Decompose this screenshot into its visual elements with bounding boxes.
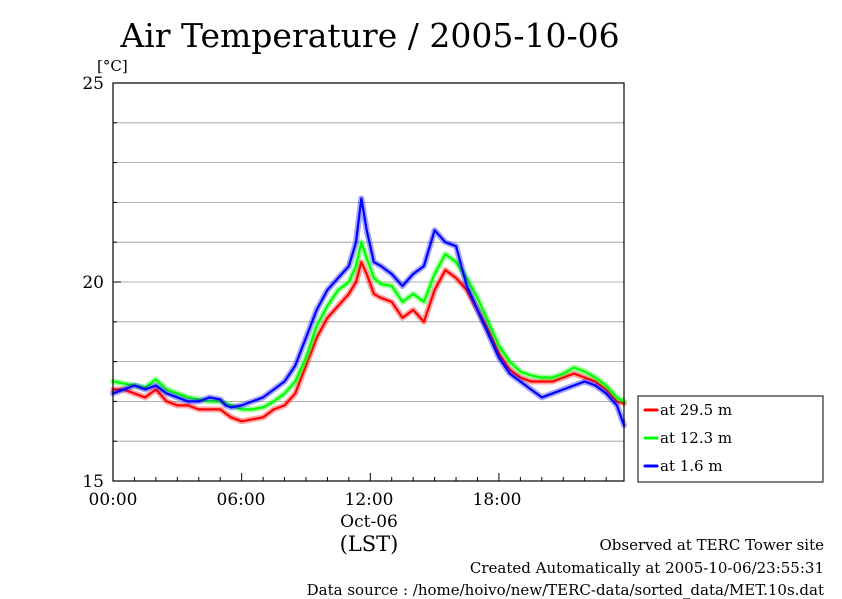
series-line-2 — [111, 197, 626, 427]
y-tick-labels: 25 20 15 — [82, 74, 104, 492]
legend-box — [637, 395, 824, 483]
footer-source: Data source : /home/hoivo/new/TERC-data/… — [306, 581, 824, 599]
legend-label-1-6m: at 1.6 m — [660, 457, 723, 475]
plot-frame — [112, 82, 625, 482]
y-tick-label-25: 25 — [82, 74, 104, 94]
series-lines — [110, 195, 627, 429]
x-tick-label-0600: 06:00 — [217, 490, 266, 510]
chart-title: Air Temperature / 2005-10-06 — [119, 16, 619, 55]
series-line-0 — [111, 261, 626, 423]
x-tick-label-0000: 00:00 — [89, 490, 138, 510]
legend-label-29-5m: at 29.5 m — [660, 401, 732, 419]
legend: at 29.5 m at 12.3 m at 1.6 m — [637, 395, 824, 483]
x-date-label: Oct-06 — [340, 512, 398, 532]
footer-created: Created Automatically at 2005-10-06/23:5… — [469, 559, 824, 577]
legend-item-29-5m: at 29.5 m — [643, 401, 732, 419]
series-glow-2 — [110, 195, 627, 429]
x-tick-label-1200: 12:00 — [345, 490, 394, 510]
axis-ticks — [112, 82, 607, 482]
y-axis-unit: [°C] — [97, 57, 128, 75]
x-tick-labels: 00:00 06:00 12:00 18:00 Oct-06 (LST) — [89, 490, 522, 556]
legend-label-12-3m: at 12.3 m — [660, 429, 732, 447]
legend-item-12-3m: at 12.3 m — [643, 429, 732, 447]
x-timezone-label: (LST) — [340, 532, 399, 556]
x-tick-label-1800: 18:00 — [473, 490, 522, 510]
y-tick-label-15: 15 — [82, 472, 104, 492]
footer-site: Observed at TERC Tower site — [599, 536, 824, 554]
legend-item-1-6m: at 1.6 m — [643, 457, 723, 475]
y-tick-label-20: 20 — [82, 273, 104, 293]
